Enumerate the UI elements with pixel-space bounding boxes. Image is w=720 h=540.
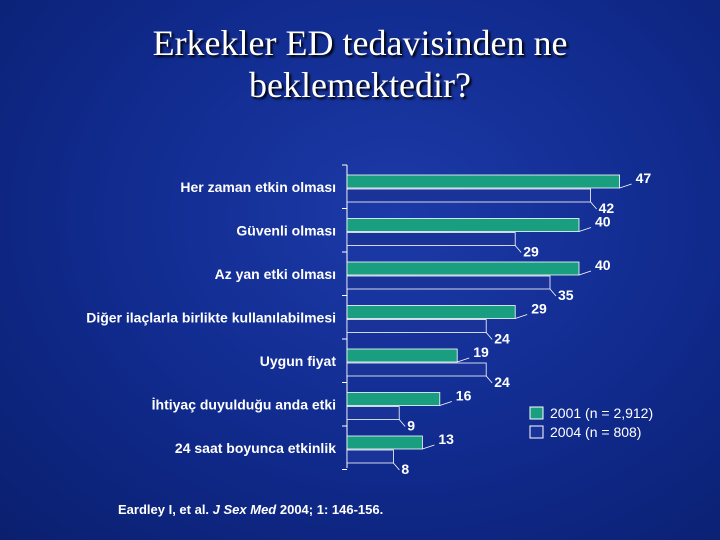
- category-label: İhtiyaç duyulduğu anda etki: [152, 397, 336, 413]
- legend-swatch: [529, 406, 544, 420]
- data-label-leader: [398, 419, 406, 427]
- category-label: Diğer ilaçlarla birlikte kullanılabilmes…: [86, 310, 336, 326]
- bar-2001: [346, 348, 458, 363]
- data-label-leader: [439, 401, 452, 406]
- citation: Eardley I, et al. J Sex Med 2004; 1: 146…: [118, 502, 383, 517]
- data-label-2004: 24: [494, 331, 510, 347]
- data-label-2004: 29: [523, 244, 539, 260]
- data-label-2004: 42: [599, 200, 615, 216]
- bar-2004: [346, 232, 516, 246]
- data-label-leader: [515, 314, 528, 319]
- data-label-leader: [578, 227, 592, 232]
- data-label-leader: [457, 357, 470, 363]
- data-label-2001: 47: [636, 170, 652, 186]
- bar-2004: [346, 406, 400, 420]
- data-label-leader: [422, 444, 435, 450]
- bar-2004: [346, 188, 592, 203]
- data-label-2001: 29: [531, 301, 547, 317]
- data-label-leader: [514, 245, 522, 253]
- data-label-leader: [590, 201, 597, 210]
- citation-journal: J Sex Med: [212, 502, 277, 517]
- slide-title-line-1: Erkekler ED tedavisinden ne: [152, 23, 568, 63]
- category-label: Her zaman etkin olması: [180, 179, 336, 195]
- data-label-2004: 24: [494, 374, 510, 390]
- data-label-leader: [578, 270, 592, 276]
- data-label-leader: [485, 332, 493, 340]
- bar-2004: [346, 449, 394, 464]
- data-label-leader: [549, 288, 557, 297]
- data-label-2001: 40: [595, 257, 611, 273]
- category-label: Güvenli olması: [236, 223, 336, 239]
- slide-title: Erkekler ED tedavisinden ne beklemektedi…: [0, 22, 720, 106]
- legend-swatch: [529, 425, 544, 439]
- data-label-2001: 16: [456, 388, 472, 404]
- category-label: Az yan etki olması: [215, 266, 336, 282]
- slide-title-line-2: beklemektedir?: [249, 65, 471, 105]
- category-label: 24 saat boyunca etkinlik: [175, 440, 336, 456]
- data-label-2001: 19: [473, 344, 489, 360]
- data-label-2004: 9: [407, 418, 415, 434]
- data-label-leader: [485, 375, 493, 384]
- legend-label: 2001 (n = 2,912): [550, 405, 653, 421]
- citation-details: 2004; 1: 146-156.: [276, 502, 384, 517]
- bar-2001: [346, 305, 516, 319]
- category-label: Uygun fiyat: [260, 353, 337, 369]
- data-label-leader: [619, 183, 632, 189]
- bar-2001: [346, 174, 621, 189]
- bar-2004: [346, 319, 487, 333]
- bar-2004: [346, 362, 487, 377]
- bar-2001: [346, 218, 580, 232]
- bar-2001: [346, 392, 441, 406]
- data-label-2004: 8: [401, 461, 409, 477]
- bar-2004: [346, 275, 551, 290]
- data-label-2004: 35: [558, 287, 574, 303]
- data-label-2001: 40: [595, 214, 611, 230]
- bar-2001: [346, 261, 580, 276]
- citation-authors: Eardley I, et al.: [118, 502, 213, 517]
- data-label-leader: [393, 462, 400, 471]
- legend-label: 2004 (n = 808): [550, 424, 641, 440]
- data-label-2001: 13: [438, 431, 454, 447]
- bar-2001: [346, 435, 423, 450]
